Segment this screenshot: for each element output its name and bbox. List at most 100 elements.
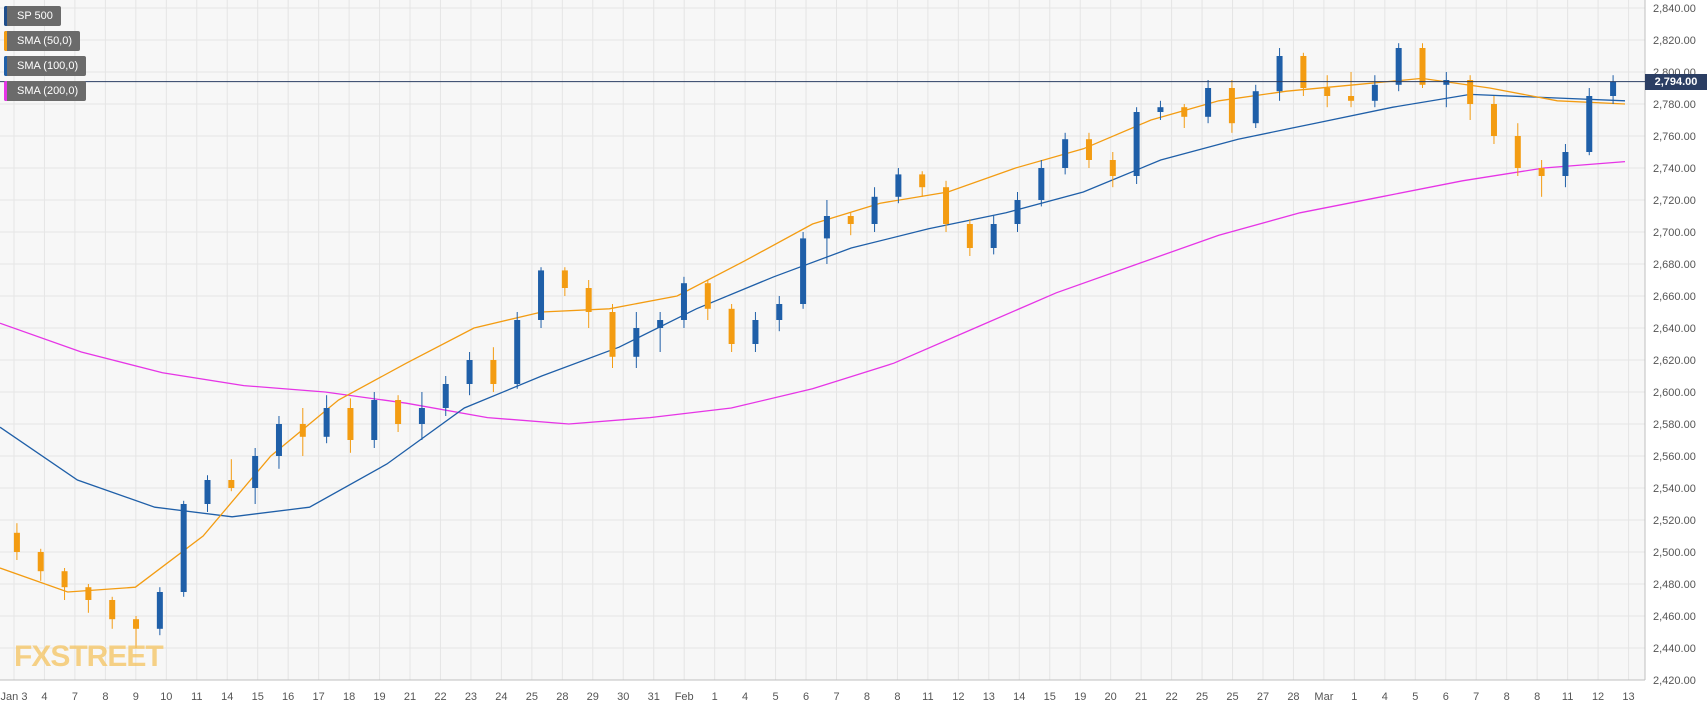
candle-body	[1586, 96, 1593, 152]
candle-body	[466, 360, 473, 384]
candle-body	[823, 216, 830, 239]
x-tick-label: 25	[526, 691, 538, 703]
candle-body	[1062, 139, 1069, 168]
candle-body	[490, 360, 497, 384]
y-tick-label: 2,500.00	[1653, 547, 1696, 559]
x-tick-label: 17	[313, 691, 325, 703]
x-tick-label: 5	[773, 691, 779, 703]
y-tick-label: 2,720.00	[1653, 195, 1696, 207]
x-tick-label: 28	[1287, 691, 1299, 703]
y-tick-label: 2,740.00	[1653, 163, 1696, 175]
y-tick-label: 2,760.00	[1653, 131, 1696, 143]
current-price-tag: 2,794.00	[1645, 73, 1707, 90]
x-tick-label: 20	[1105, 691, 1117, 703]
candle-body	[85, 587, 92, 600]
legend-item-sma200[interactable]: SMA (200,0)	[4, 81, 87, 101]
y-tick-label: 2,700.00	[1653, 227, 1696, 239]
candle-body	[871, 196, 878, 224]
candle-body	[1348, 96, 1355, 101]
candle-body	[323, 408, 330, 437]
y-tick-label: 2,480.00	[1653, 579, 1696, 591]
candle-body	[275, 424, 282, 456]
sma200-line	[0, 160, 1626, 425]
y-tick-label: 2,820.00	[1653, 35, 1696, 47]
x-tick-label: 11	[1562, 691, 1573, 703]
x-tick-label: 12	[1592, 691, 1604, 703]
x-tick-label: 22	[434, 691, 446, 703]
legend-label-sma50: SMA (50,0)	[17, 35, 73, 47]
candle-body	[895, 174, 902, 197]
x-tick-label: 8	[1534, 691, 1540, 703]
candle-body	[1133, 112, 1140, 176]
candle-body	[990, 224, 997, 248]
candle-body	[609, 312, 616, 357]
y-tick-label: 2,780.00	[1653, 99, 1696, 111]
candle-body	[1514, 136, 1521, 168]
candle-body	[1419, 48, 1426, 85]
x-tick-label: 18	[343, 691, 355, 703]
x-tick-label: 30	[617, 691, 629, 703]
legend-swatch-sp500	[4, 6, 7, 26]
legend-label-sma100: SMA (100,0)	[17, 60, 79, 72]
x-tick-label: 19	[373, 691, 385, 703]
legend-label-sma200: SMA (200,0)	[17, 85, 79, 97]
x-tick-label: 11	[922, 691, 933, 703]
y-tick-label: 2,660.00	[1653, 291, 1696, 303]
candle-body	[1562, 152, 1569, 176]
x-tick-label: 6	[803, 691, 809, 703]
x-tick-label: 7	[72, 691, 78, 703]
y-tick-label: 2,600.00	[1653, 387, 1696, 399]
x-tick-label: 15	[252, 691, 264, 703]
x-tick-label: 10	[160, 691, 172, 703]
legend-swatch-sma100	[4, 56, 7, 76]
legend-item-sma50[interactable]: SMA (50,0)	[4, 31, 81, 51]
x-tick-label: 28	[556, 691, 568, 703]
candle-body	[1252, 91, 1259, 124]
x-tick-label: 11	[191, 691, 202, 703]
y-tick-label: 2,640.00	[1653, 323, 1696, 335]
candle-body	[704, 283, 711, 309]
x-tick-label: 9	[133, 691, 139, 703]
candle-body	[585, 288, 592, 312]
candle-body	[538, 270, 545, 320]
x-tick-label: 24	[495, 691, 507, 703]
y-tick-label: 2,420.00	[1653, 675, 1696, 687]
candle-body	[514, 320, 521, 384]
x-tick-label: 4	[1382, 691, 1388, 703]
candle-body	[1181, 107, 1188, 117]
x-tick-label: 8	[1504, 691, 1510, 703]
candle-body	[156, 592, 163, 629]
x-tick-label: 4	[41, 691, 47, 703]
candle-body	[1228, 88, 1235, 124]
x-tick-label: 8	[864, 691, 870, 703]
plot-background	[0, 0, 1645, 680]
candle-body	[347, 408, 354, 440]
legend-item-sma100[interactable]: SMA (100,0)	[4, 56, 87, 76]
sma100-line	[0, 93, 1626, 518]
x-tick-label: 7	[1473, 691, 1479, 703]
y-tick-label: 2,540.00	[1653, 483, 1696, 495]
y-tick-label: 2,560.00	[1653, 451, 1696, 463]
candle-body	[1276, 56, 1283, 92]
candle-body	[966, 224, 973, 248]
candle-body	[1038, 168, 1045, 200]
x-tick-label: 1	[712, 691, 718, 703]
candle-body	[943, 187, 950, 224]
candle-body	[418, 408, 425, 424]
y-tick-label: 2,620.00	[1653, 355, 1696, 367]
candle-body	[1443, 80, 1450, 85]
candle-body	[204, 480, 211, 504]
candle-body	[1205, 88, 1212, 117]
sma50-line	[0, 77, 1626, 593]
candle-body	[776, 304, 783, 320]
candle-body	[13, 532, 20, 552]
x-tick-label: 6	[1443, 691, 1449, 703]
legend-item-sp500[interactable]: SP 500	[4, 6, 61, 26]
x-tick-label: 25	[1196, 691, 1208, 703]
x-tick-label: Feb	[675, 691, 694, 703]
x-tick-label: 13	[983, 691, 995, 703]
candle-body	[1490, 104, 1497, 136]
x-tick-label: 8	[102, 691, 108, 703]
x-tick-label: 21	[404, 691, 416, 703]
